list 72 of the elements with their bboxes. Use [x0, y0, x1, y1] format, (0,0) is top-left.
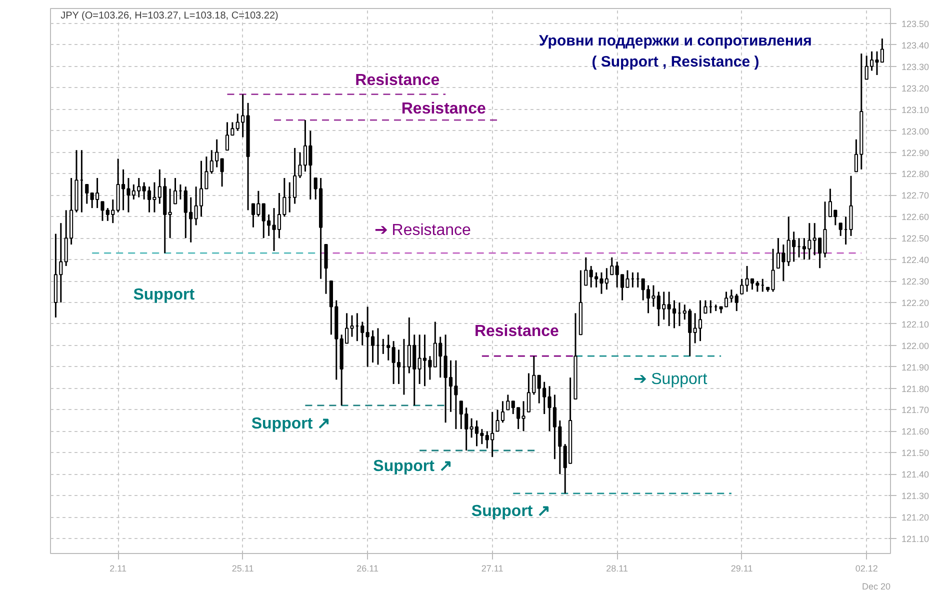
candlestick	[526, 372, 531, 413]
candlestick	[704, 300, 708, 314]
x-tick-label: 28.11	[606, 564, 628, 574]
candlestick	[641, 278, 645, 302]
y-tick-label: 121.60	[902, 426, 930, 437]
candlestick	[459, 400, 463, 430]
y-tick-label: 122.80	[902, 169, 930, 180]
candlestick	[360, 321, 364, 346]
candlestick	[584, 256, 588, 286]
y-tick-label: 123.40	[902, 40, 930, 50]
y-tick-label: 123.30	[902, 62, 930, 72]
candlestick	[552, 394, 557, 460]
ref-line-label: ➔ Support	[634, 371, 708, 388]
candlestick	[100, 200, 104, 222]
ref-line-label: ➔ Resistance	[374, 222, 472, 239]
y-tick-label: 122.50	[902, 234, 930, 244]
ref-line-label: Resistance	[401, 100, 486, 118]
y-tick-label: 121.50	[902, 448, 930, 458]
y-tick-label: 122.60	[902, 212, 930, 222]
candlestick	[864, 54, 868, 80]
annotation: JPY (O=103.26, H=103.27, L=103.18, C=103.22)	[60, 10, 278, 22]
candlestick	[386, 334, 390, 362]
ref-line-label: Resistance	[355, 72, 440, 89]
ref-line-label: Support ↗	[251, 415, 330, 432]
y-tick-label: 123.00	[902, 126, 930, 136]
y-tick-label: 121.10	[902, 534, 930, 544]
y-tick-label: 122.70	[902, 190, 930, 201]
x-tick-label: 2.11	[110, 564, 127, 574]
x-tick-label: 25.11	[232, 564, 254, 574]
y-tick-label: 123.20	[902, 83, 930, 94]
candlestick	[558, 420, 562, 475]
candlestick	[444, 334, 448, 424]
x-tick-label: 26.11	[356, 564, 379, 574]
x-tick-label: 27.11	[481, 564, 504, 574]
y-tick-label: 121.30	[902, 491, 930, 502]
candlestick	[230, 121, 234, 136]
candlestick	[59, 222, 63, 304]
candlestick	[838, 222, 842, 237]
y-tick-label: 123.50	[902, 19, 930, 30]
y-tick-label: 122.30	[902, 276, 930, 286]
ref-line-label: Support	[133, 286, 196, 304]
ref-line-label: Resistance	[474, 323, 560, 340]
candlestick	[225, 121, 230, 151]
y-tick-label: 123.10	[902, 104, 930, 115]
x-tick-label: 02.12	[855, 564, 878, 574]
candlestick	[548, 385, 552, 432]
y-tick-label: 121.20	[902, 512, 930, 523]
text: ( Support , Resistance )	[592, 53, 760, 70]
candlestick	[532, 355, 536, 396]
y-tick-label: 121.90	[902, 362, 930, 372]
candlestick	[85, 184, 89, 205]
text: Dec 20	[862, 582, 891, 592]
y-tick-label: 122.00	[902, 340, 930, 351]
candlestick	[324, 244, 328, 295]
y-tick-label: 122.40	[902, 255, 930, 266]
ref-line-label: Support ↗	[471, 503, 550, 520]
candlestick	[168, 188, 172, 239]
candlestick	[173, 177, 178, 205]
candlestick	[506, 394, 510, 410]
x-tick-label: 29.11	[730, 564, 753, 574]
y-tick-label: 121.80	[902, 384, 930, 394]
candlestick	[610, 256, 614, 276]
y-tick-label: 122.20	[902, 298, 930, 308]
y-tick-label: 122.90	[902, 148, 930, 158]
y-tick-label: 121.40	[902, 470, 930, 480]
candlestick	[615, 260, 619, 288]
candlestick	[734, 293, 738, 312]
y-tick-label: 121.70	[902, 405, 930, 416]
ref-line-label: Support ↗	[373, 458, 452, 475]
y-tick-label: 122.10	[902, 319, 930, 330]
candlestick	[849, 175, 853, 237]
text: Уровни поддержки и сопротивления	[539, 32, 812, 50]
